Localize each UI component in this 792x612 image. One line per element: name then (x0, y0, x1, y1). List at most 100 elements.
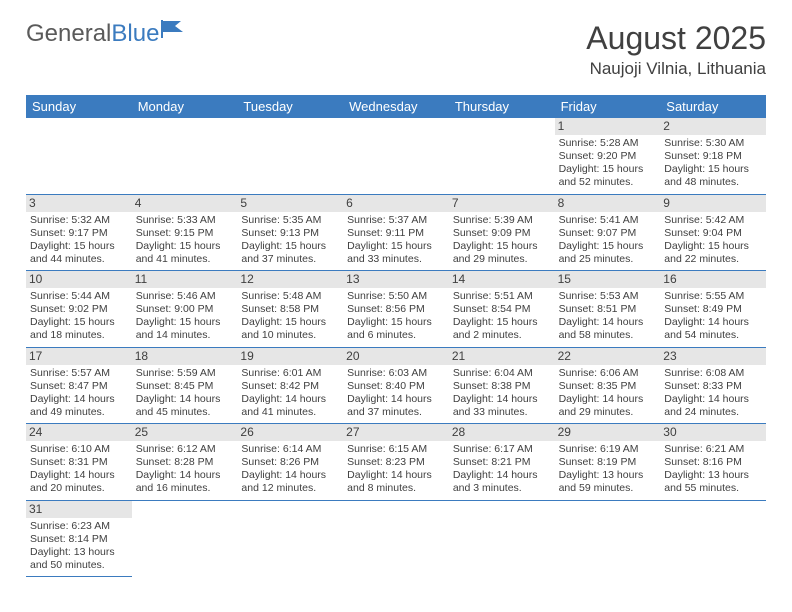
daylight-text: Daylight: 13 hours (664, 469, 762, 482)
daylight-text: Daylight: 15 hours (241, 240, 339, 253)
daylight-text: Daylight: 14 hours (347, 469, 445, 482)
daylight-text: Daylight: 14 hours (241, 469, 339, 482)
sunset-text: Sunset: 8:40 PM (347, 380, 445, 393)
sunrise-text: Sunrise: 6:08 AM (664, 367, 762, 380)
day-number: 9 (660, 195, 766, 212)
day-cell: 31 Sunrise: 6:23 AMSunset: 8:14 PMDayligh… (26, 501, 132, 578)
daylight-text: and 58 minutes. (559, 329, 657, 342)
logo-text-1: General (26, 20, 111, 48)
sunrise-text: Sunrise: 5:41 AM (559, 214, 657, 227)
sunset-text: Sunset: 8:47 PM (30, 380, 128, 393)
daylight-text: and 16 minutes. (136, 482, 234, 495)
daylight-text: Daylight: 15 hours (664, 163, 762, 176)
sunrise-text: Sunrise: 5:44 AM (30, 290, 128, 303)
day-cell: 23Sunrise: 6:08 AMSunset: 8:33 PMDayligh… (660, 348, 766, 424)
daylight-text: Daylight: 13 hours (559, 469, 657, 482)
calendar: SundayMondayTuesdayWednesdayThursdayFrid… (26, 95, 766, 577)
day-cell: 5Sunrise: 5:35 AMSunset: 9:13 PMDaylight… (237, 195, 343, 271)
daylight-text: and 41 minutes. (136, 253, 234, 266)
daylight-text: Daylight: 14 hours (664, 393, 762, 406)
daylight-text: and 14 minutes. (136, 329, 234, 342)
sunset-text: Sunset: 8:33 PM (664, 380, 762, 393)
location: Naujoji Vilnia, Lithuania (586, 59, 766, 79)
sunset-text: Sunset: 9:04 PM (664, 227, 762, 240)
sunset-text: Sunset: 8:16 PM (664, 456, 762, 469)
daylight-text: and 54 minutes. (664, 329, 762, 342)
page-title: August 2025 (586, 20, 766, 57)
sunrise-text: Sunrise: 5:55 AM (664, 290, 762, 303)
sunset-text: Sunset: 8:23 PM (347, 456, 445, 469)
day-cell: 22Sunrise: 6:06 AMSunset: 8:35 PMDayligh… (555, 348, 661, 424)
sunset-text: Sunset: 8:51 PM (559, 303, 657, 316)
day-number: 20 (343, 348, 449, 365)
day-header-row: SundayMondayTuesdayWednesdayThursdayFrid… (26, 95, 766, 118)
day-number: 31 (26, 501, 132, 518)
daylight-text: Daylight: 14 hours (136, 469, 234, 482)
daylight-text: and 33 minutes. (347, 253, 445, 266)
day-cell: 30Sunrise: 6:21 AMSunset: 8:16 PMDayligh… (660, 424, 766, 500)
daylight-text: and 37 minutes. (347, 406, 445, 419)
week-row: 1Sunrise: 5:28 AMSunset: 9:20 PMDaylight… (26, 118, 766, 195)
daylight-text: Daylight: 15 hours (136, 240, 234, 253)
sunrise-text: Sunrise: 5:48 AM (241, 290, 339, 303)
day-number: 6 (343, 195, 449, 212)
day-cell (449, 501, 555, 578)
flag-icon (161, 18, 187, 40)
day-cell: 21Sunrise: 6:04 AMSunset: 8:38 PMDayligh… (449, 348, 555, 424)
daylight-text: and 48 minutes. (664, 176, 762, 189)
daylight-text: Daylight: 15 hours (559, 240, 657, 253)
daylight-text: and 10 minutes. (241, 329, 339, 342)
day-cell (26, 118, 132, 194)
sunset-text: Sunset: 9:00 PM (136, 303, 234, 316)
sunset-text: Sunset: 8:45 PM (136, 380, 234, 393)
day-cell: 1Sunrise: 5:28 AMSunset: 9:20 PMDaylight… (555, 118, 661, 194)
daylight-text: Daylight: 15 hours (453, 316, 551, 329)
daylight-text: and 12 minutes. (241, 482, 339, 495)
daylight-text: Daylight: 14 hours (347, 393, 445, 406)
day-cell: 20Sunrise: 6:03 AMSunset: 8:40 PMDayligh… (343, 348, 449, 424)
sunset-text: Sunset: 8:58 PM (241, 303, 339, 316)
daylight-text: Daylight: 15 hours (30, 240, 128, 253)
day-cell: 29Sunrise: 6:19 AMSunset: 8:19 PMDayligh… (555, 424, 661, 500)
logo: GeneralBlue (26, 20, 187, 48)
day-cell: 15Sunrise: 5:53 AMSunset: 8:51 PMDayligh… (555, 271, 661, 347)
sunset-text: Sunset: 8:49 PM (664, 303, 762, 316)
daylight-text: and 6 minutes. (347, 329, 445, 342)
daylight-text: and 3 minutes. (453, 482, 551, 495)
sunrise-text: Sunrise: 5:53 AM (559, 290, 657, 303)
daylight-text: and 8 minutes. (347, 482, 445, 495)
daylight-text: Daylight: 13 hours (30, 546, 128, 559)
sunrise-text: Sunrise: 5:32 AM (30, 214, 128, 227)
daylight-text: Daylight: 15 hours (559, 163, 657, 176)
sunrise-text: Sunrise: 6:23 AM (30, 520, 128, 533)
day-cell: 13Sunrise: 5:50 AMSunset: 8:56 PMDayligh… (343, 271, 449, 347)
day-cell: 17Sunrise: 5:57 AMSunset: 8:47 PMDayligh… (26, 348, 132, 424)
daylight-text: Daylight: 14 hours (559, 316, 657, 329)
sunrise-text: Sunrise: 6:15 AM (347, 443, 445, 456)
sunset-text: Sunset: 9:15 PM (136, 227, 234, 240)
week-row: 24Sunrise: 6:10 AMSunset: 8:31 PMDayligh… (26, 424, 766, 501)
day-number: 27 (343, 424, 449, 441)
daylight-text: Daylight: 14 hours (241, 393, 339, 406)
logo-text-2: Blue (111, 20, 159, 48)
day-cell: 28Sunrise: 6:17 AMSunset: 8:21 PMDayligh… (449, 424, 555, 500)
sunrise-text: Sunrise: 5:28 AM (559, 137, 657, 150)
day-header: Monday (132, 95, 238, 118)
daylight-text: and 29 minutes. (559, 406, 657, 419)
day-number: 28 (449, 424, 555, 441)
daylight-text: Daylight: 14 hours (136, 393, 234, 406)
day-cell (660, 501, 766, 578)
day-cell: 16Sunrise: 5:55 AMSunset: 8:49 PMDayligh… (660, 271, 766, 347)
daylight-text: and 44 minutes. (30, 253, 128, 266)
sunset-text: Sunset: 9:18 PM (664, 150, 762, 163)
daylight-text: Daylight: 14 hours (559, 393, 657, 406)
day-number: 29 (555, 424, 661, 441)
sunset-text: Sunset: 8:14 PM (30, 533, 128, 546)
day-number: 16 (660, 271, 766, 288)
sunrise-text: Sunrise: 6:12 AM (136, 443, 234, 456)
sunset-text: Sunset: 9:02 PM (30, 303, 128, 316)
day-cell: 2Sunrise: 5:30 AMSunset: 9:18 PMDaylight… (660, 118, 766, 194)
day-cell: 11Sunrise: 5:46 AMSunset: 9:00 PMDayligh… (132, 271, 238, 347)
daylight-text: and 2 minutes. (453, 329, 551, 342)
sunrise-text: Sunrise: 5:51 AM (453, 290, 551, 303)
